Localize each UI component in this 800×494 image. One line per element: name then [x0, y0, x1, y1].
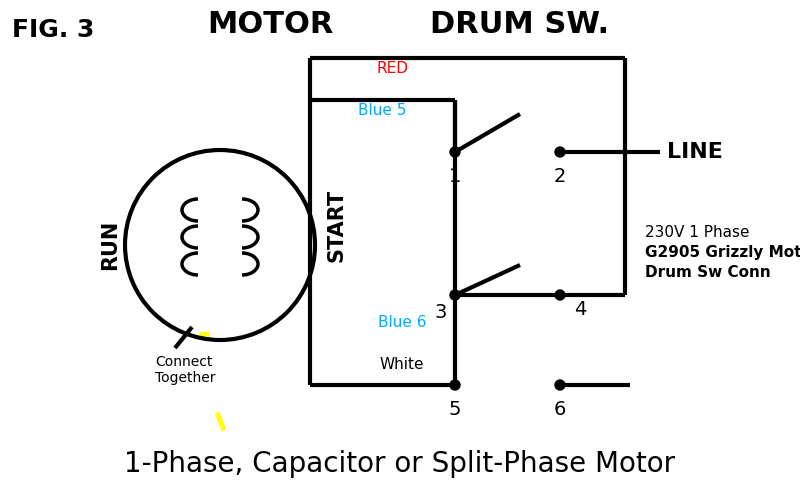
Text: START: START [327, 188, 347, 261]
Circle shape [555, 380, 565, 390]
Text: G2905 Grizzly Motor: G2905 Grizzly Motor [645, 245, 800, 260]
Text: Blue 5: Blue 5 [358, 103, 406, 118]
Text: Blue 6: Blue 6 [378, 315, 426, 330]
Text: RUN: RUN [100, 220, 120, 270]
Text: FIG. 3: FIG. 3 [12, 18, 94, 42]
Text: 1-Phase, Capacitor or Split-Phase Motor: 1-Phase, Capacitor or Split-Phase Motor [125, 450, 675, 478]
Text: 230V 1 Phase: 230V 1 Phase [645, 225, 750, 240]
Text: DRUM SW.: DRUM SW. [430, 10, 610, 39]
Text: Drum Sw Conn: Drum Sw Conn [645, 265, 770, 280]
Text: 3: 3 [435, 303, 447, 322]
Circle shape [450, 147, 460, 157]
Text: Connect
Together: Connect Together [155, 355, 215, 385]
Text: 6: 6 [554, 400, 566, 419]
Text: 5: 5 [449, 400, 462, 419]
Text: 4: 4 [574, 300, 586, 319]
Text: White: White [380, 357, 424, 372]
Text: LINE: LINE [667, 142, 723, 162]
Text: 1: 1 [449, 167, 461, 186]
Text: 2: 2 [554, 167, 566, 186]
Circle shape [555, 147, 565, 157]
Circle shape [555, 290, 565, 300]
Circle shape [450, 290, 460, 300]
Circle shape [450, 380, 460, 390]
Text: RED: RED [376, 61, 408, 76]
Text: MOTOR: MOTOR [207, 10, 333, 39]
